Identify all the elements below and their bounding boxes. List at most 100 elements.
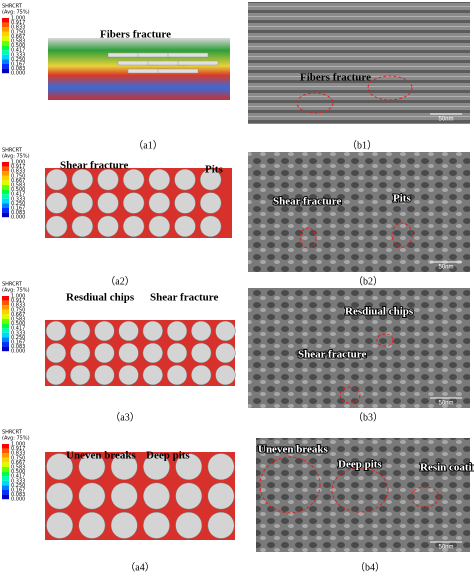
legend-value: 0.750 [11, 173, 25, 179]
legend-swatch [2, 462, 9, 467]
fiber [110, 453, 138, 481]
legend-swatch [2, 175, 9, 181]
panel-caption: （a4） [125, 561, 154, 573]
legend-swatch [2, 203, 9, 208]
annotation: Uneven breaks [66, 450, 136, 462]
legend-swatch [2, 36, 9, 41]
legend-swatch [2, 476, 9, 481]
legend-swatch [2, 296, 9, 301]
legend-swatch [2, 346, 9, 352]
fiber [174, 215, 196, 238]
annotation: Shear fracture [298, 349, 366, 361]
legend-subtitle: (Avg: 75%) [2, 154, 30, 160]
legend-swatch [2, 337, 9, 342]
panel-caption: （a1） [133, 139, 162, 151]
legend-title: SHRCRT [2, 148, 23, 154]
legend-value: 1.000 [11, 294, 25, 300]
legend-swatch [2, 332, 9, 338]
legend-title: SHRCRT [2, 4, 23, 10]
highlight [410, 486, 440, 508]
legend-swatch [2, 31, 9, 37]
legend-swatch [2, 323, 9, 329]
legend-swatch [2, 467, 9, 472]
legend-swatch [2, 18, 9, 23]
annotation: Resdiual chips [345, 306, 414, 318]
legend-value: 0.833 [11, 303, 25, 309]
fiber [97, 168, 119, 191]
legend-value: 0.750 [11, 29, 25, 35]
sem-panel: 50nm Fibers fracture （b1） [248, 2, 470, 151]
fiber [45, 168, 68, 191]
simulation-image [45, 452, 235, 540]
fiber [78, 511, 106, 539]
legend-swatch [2, 490, 9, 495]
legend-value: 0.500 [11, 43, 25, 49]
legend-title: SHRCRT [2, 430, 23, 436]
legend-value: 0.333 [11, 196, 25, 202]
fiber [45, 342, 67, 364]
panel-caption: （a3） [110, 411, 139, 423]
legend-value: 0.000 [11, 215, 25, 221]
highlight [391, 222, 413, 248]
highlight [339, 386, 361, 404]
fiber [122, 168, 145, 191]
legend-swatch [2, 22, 9, 28]
highlight [376, 333, 394, 347]
legend-swatch [2, 314, 9, 319]
fiber [45, 364, 67, 386]
annotation: Pits [393, 193, 411, 205]
sem-image [248, 288, 470, 408]
panel-caption: （b4） [355, 561, 385, 573]
legend-value: 1.000 [11, 442, 25, 448]
legend-value: 0.250 [11, 335, 25, 341]
fiber [142, 342, 163, 364]
legend-value: 0.083 [11, 344, 25, 350]
fiber-strip [167, 52, 209, 58]
fiber [143, 453, 170, 481]
legend-value: 0.083 [11, 492, 25, 498]
legend-value: 0.000 [11, 497, 25, 503]
legend-value: 0.667 [11, 34, 25, 40]
fiber [110, 482, 138, 510]
fiber [166, 364, 188, 386]
simulation-panel: SHRCRT(Avg: 75%)1.0000.9170.8330.7500.66… [2, 148, 232, 287]
legend-value: 0.250 [11, 483, 25, 489]
legend-value: 0.167 [11, 488, 25, 494]
fiber [148, 192, 171, 214]
legend-swatch [2, 328, 9, 333]
legend-swatch [2, 342, 9, 347]
legend-swatch [2, 166, 9, 172]
fiber [174, 192, 196, 214]
fiber [45, 320, 67, 342]
annotation: Deep pits [146, 450, 190, 462]
scale-label: 50nm [438, 545, 453, 551]
legend-value: 0.167 [11, 340, 25, 346]
sem-image [248, 152, 470, 272]
legend-swatch [2, 180, 9, 185]
fiber [71, 215, 94, 238]
legend-swatch [2, 185, 9, 190]
legend-swatch [2, 198, 9, 204]
fiber [71, 192, 94, 214]
legend-swatch [2, 45, 9, 51]
fiber [142, 364, 163, 386]
legend-swatch [2, 309, 9, 315]
legend-value: 0.583 [11, 317, 25, 323]
sem-panel: 50nm Shear fracture Pits （b2） [248, 152, 470, 287]
highlight [296, 92, 334, 114]
fiber [110, 511, 138, 539]
annotation: Fibers fracture [300, 72, 371, 84]
legend-swatch [2, 319, 9, 324]
legend-swatch [2, 194, 9, 199]
annotation: Shear fracture [273, 196, 341, 208]
legend-value: 0.500 [11, 469, 25, 475]
legend-value: 0.583 [11, 183, 25, 189]
fiber [71, 168, 94, 191]
fiber [45, 192, 68, 214]
fiber [199, 168, 222, 191]
legend-value: 0.917 [11, 446, 25, 452]
fiber [46, 511, 74, 539]
fiber [191, 364, 212, 386]
highlight [367, 75, 413, 101]
